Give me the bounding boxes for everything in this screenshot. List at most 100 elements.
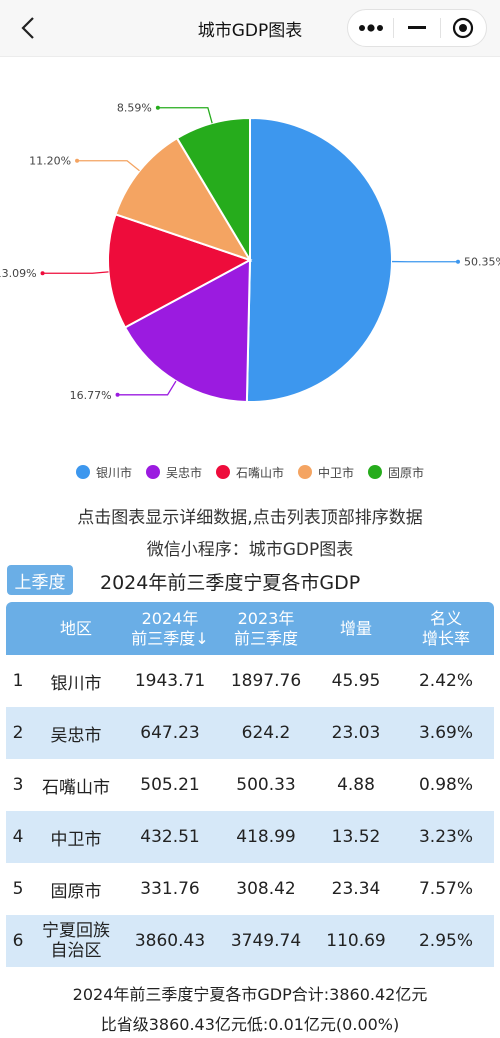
header-2024-line2: 前三季度↓ [131,628,209,648]
header-2024-line1: 2024年 [141,608,199,628]
pie-slice-shizuishan[interactable] [107,213,253,329]
mini-program-capsule [347,9,487,47]
hint-text: 点击图表显示详细数据,点击列表顶部排序数据 [77,508,423,528]
table-row[interactable]: 3 石嘴山市 505.21 500.33 4.88 0.98% [6,759,494,811]
row-rank: 6 [12,931,24,951]
row-rank: 5 [12,879,24,899]
table-row[interactable]: 6 宁夏回族 自治区 3860.43 3749.74 110.69 2.95% [6,915,494,967]
row-region: 银川市 [50,673,102,694]
more-dots-icon [358,24,383,32]
more-button[interactable] [348,10,393,46]
total-summary: 2024年前三季度宁夏各市GDP合计:3860.42亿元 [72,985,428,1004]
row-increase: 45.95 [331,671,381,691]
row-region: 固原市 [50,881,102,902]
pie-leader-line [42,271,109,274]
header-2023-sort[interactable]: 2023年 前三季度 [218,609,314,649]
legend-label: 固原市 [388,465,425,480]
row-growth-rate: 3.23% [418,827,473,847]
header-region[interactable]: 地区 [59,618,92,638]
row-region-line1: 宁夏回族 [42,921,110,941]
row-gdp-2024: 1943.71 [134,671,206,691]
legend-dot [145,465,160,479]
chart-legend: 银川市 吴忠市 石嘴山市 中卫市 固原市 [0,461,500,483]
close-button[interactable] [441,10,486,46]
legend-dot [215,465,230,479]
pie-leader-dot [115,392,120,397]
table-header: 地区 2024年 前三季度↓ 2023年 前三季度 增量 名义 增长率 [6,602,494,655]
capsule-divider [439,18,441,38]
table-row[interactable]: 4 中卫市 432.51 418.99 13.52 3.23% [6,811,494,863]
legend-dot [368,465,383,479]
header-2024-sort[interactable]: 2024年 前三季度↓ [122,609,218,649]
legend-item-zhongwei[interactable]: 中卫市 [298,464,354,481]
pie-leader-dot [40,271,45,276]
header-rate-sort[interactable]: 名义 增长率 [398,609,494,649]
pie-leader-dot [75,158,80,163]
table-row[interactable]: 1 银川市 1943.71 1897.76 45.95 2.42% [6,655,494,707]
row-gdp-2023: 1897.76 [230,671,302,691]
row-region: 中卫市 [50,829,102,850]
row-increase: 23.34 [331,879,381,899]
row-gdp-2024: 432.51 [140,827,200,847]
legend-dot [75,465,90,479]
table-title: 2024年前三季度宁夏各市GDP [100,572,361,594]
row-region: 宁夏回族 自治区 [30,921,122,961]
row-increase: 23.03 [331,723,381,743]
row-gdp-2023: 3749.74 [230,931,302,951]
row-gdp-2023: 624.2 [241,723,291,743]
pie-label-guyuan: 8.59% [117,102,152,115]
minus-icon [407,26,426,29]
header-rate-line1: 名义 [429,608,462,628]
title-bar: 城市GDP图表 [0,0,500,57]
minimize-button[interactable] [394,10,439,46]
row-gdp-2023: 308.42 [236,879,296,899]
legend-label: 石嘴山市 [235,465,284,480]
row-rank: 1 [12,671,24,691]
legend-dot [298,465,312,479]
gdp-pie-chart[interactable]: 50.35% 16.77% 13.09% 11.20% 8.59% [0,60,500,460]
legend-item-wuzhong[interactable]: 吴忠市 [145,464,202,481]
row-growth-rate: 3.69% [418,723,473,743]
row-gdp-2023: 418.99 [236,827,296,847]
row-growth-rate: 7.57% [418,879,473,899]
pie-slice-zhongwei[interactable] [114,136,253,262]
pie-leader-line [77,160,140,172]
row-rank: 3 [12,775,24,795]
header-2023-line1: 2023年 [237,608,295,628]
previous-quarter-button[interactable]: 上季度 [7,565,73,595]
row-rank: 2 [12,723,24,743]
capsule-divider [393,18,395,38]
pie-label-yinchuan: 50.35% [464,256,500,269]
pie-slice-yinchuan[interactable] [245,116,393,403]
row-growth-rate: 2.95% [418,931,473,951]
row-region-line2: 自治区 [50,941,102,961]
back-button[interactable] [14,14,42,42]
legend-item-shizuishan[interactable]: 石嘴山市 [215,464,284,481]
row-gdp-2024: 647.23 [140,723,200,743]
table-row[interactable]: 5 固原市 331.76 308.42 23.34 7.57% [6,863,494,915]
pie-leader-line [157,107,213,124]
legend-item-yinchuan[interactable]: 银川市 [75,464,132,481]
row-gdp-2024: 505.21 [140,775,200,795]
target-circle-icon [453,17,474,39]
pie-leader-dot [455,259,460,264]
header-increase-sort[interactable]: 增量 [339,618,372,638]
pie-label-shizuishan: 13.09% [0,267,37,280]
legend-label: 吴忠市 [165,465,202,480]
comparison-summary: 比省级3860.43亿元低:0.01亿元(0.00%) [100,1015,400,1034]
table-row[interactable]: 2 吴忠市 647.23 624.2 23.03 3.69% [6,707,494,759]
header-rate-line2: 增长率 [421,628,470,648]
row-increase: 110.69 [326,931,386,951]
pie-label-zhongwei: 11.20% [29,155,71,168]
page-title: 城市GDP图表 [197,21,303,41]
row-rank: 4 [12,827,24,847]
row-increase: 13.52 [331,827,381,847]
row-gdp-2024: 331.76 [140,879,200,899]
legend-label: 中卫市 [318,465,355,480]
chevron-left-icon [21,17,34,39]
pie-label-wuzhong: 16.77% [70,389,112,402]
legend-item-guyuan[interactable]: 固原市 [368,464,424,481]
gdp-table: 地区 2024年 前三季度↓ 2023年 前三季度 增量 名义 增长率 1 银川… [6,602,494,967]
row-region: 石嘴山市 [42,777,110,798]
header-2023-line2: 前三季度 [233,628,298,648]
